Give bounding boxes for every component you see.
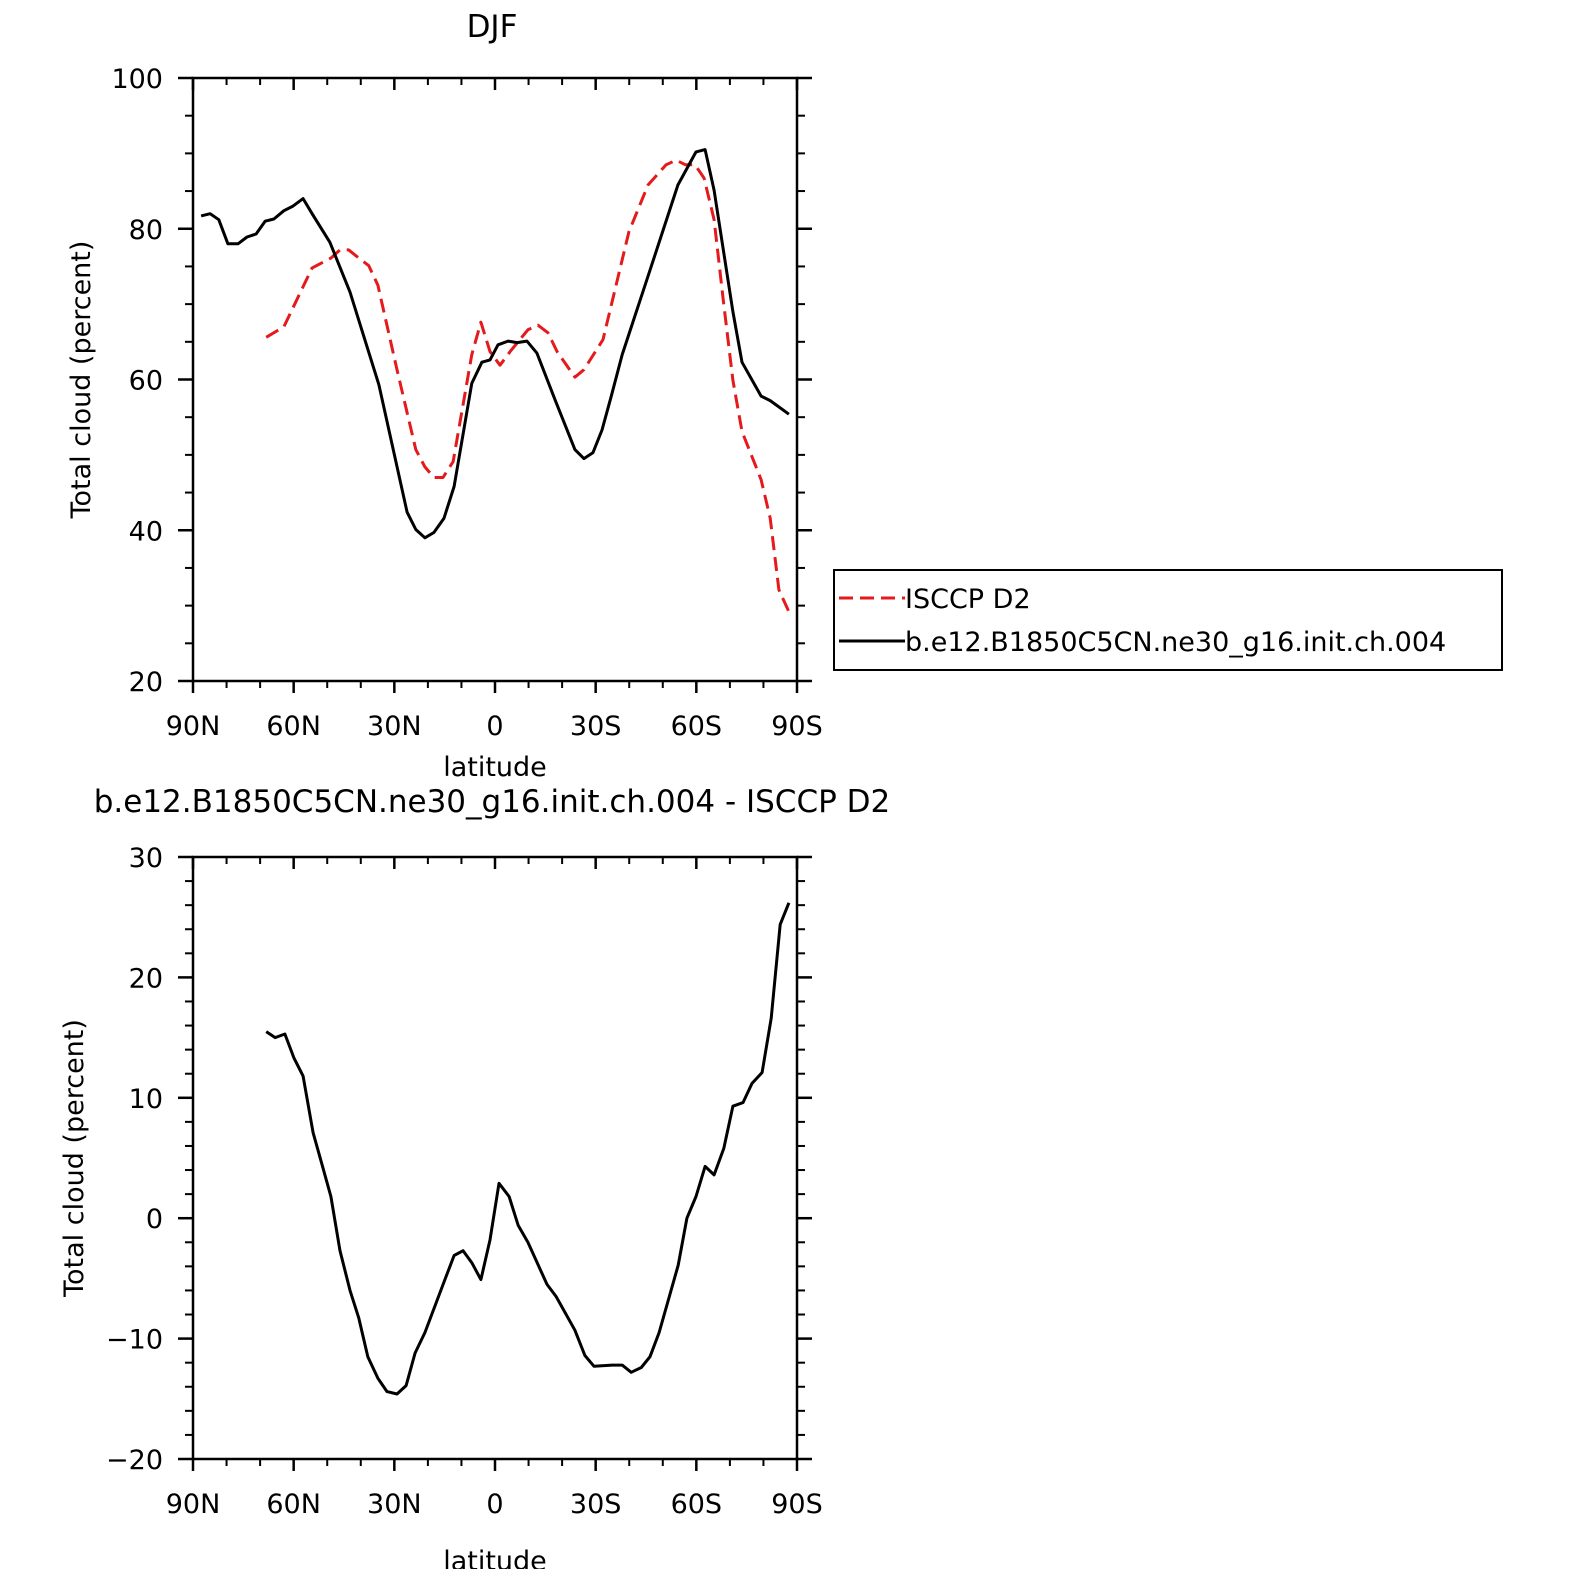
x-tick-label: 0: [486, 711, 503, 742]
data-line: [200, 148, 790, 540]
x-axis-label: latitude: [443, 1546, 547, 1569]
legend-label: ISCCP D2: [905, 584, 1031, 615]
x-tick-label: 30S: [570, 1489, 622, 1520]
y-tick-label: 20: [129, 963, 163, 994]
plot-frame: [191, 76, 799, 683]
y-tick-label: 100: [111, 64, 163, 95]
x-tick-label: 30S: [570, 711, 622, 742]
x-tick-label: 90S: [771, 1489, 823, 1520]
y-tick-label: −20: [106, 1445, 163, 1476]
legend-label: b.e12.B1850C5CN.ne30_g16.init.ch.004: [905, 627, 1446, 658]
data-line: [265, 902, 791, 1396]
x-tick-label: 90N: [166, 1489, 221, 1520]
y-tick-label: 80: [129, 215, 163, 246]
y-tick-label: 20: [129, 667, 163, 698]
x-tick-label: 60N: [266, 711, 321, 742]
x-tick-label: 60S: [671, 711, 723, 742]
x-tick-label: 90N: [166, 711, 221, 742]
x-tick-label: 60S: [671, 1489, 723, 1520]
chart-title: DJF: [467, 9, 518, 45]
y-tick-label: 30: [129, 843, 163, 874]
y-axis-label: Total cloud (percent): [66, 241, 97, 520]
y-tick-label: 10: [129, 1084, 163, 1115]
y-tick-label: 60: [129, 366, 163, 397]
x-tick-label: 30N: [367, 1489, 422, 1520]
x-tick-label: 0: [486, 1489, 503, 1520]
data-line: [265, 158, 791, 613]
y-tick-label: 40: [129, 516, 163, 547]
x-axis-label: latitude: [443, 752, 547, 783]
x-tick-label: 30N: [367, 711, 422, 742]
x-tick-label: 90S: [771, 711, 823, 742]
x-tick-label: 60N: [266, 1489, 321, 1520]
y-axis-label: Total cloud (percent): [59, 1019, 90, 1298]
y-tick-label: 0: [146, 1204, 163, 1235]
chart-title: b.e12.B1850C5CN.ne30_g16.init.ch.004 - I…: [94, 784, 891, 820]
plot-frame: [191, 855, 799, 1461]
legend-box: [833, 569, 1503, 671]
y-tick-label: −10: [106, 1325, 163, 1356]
